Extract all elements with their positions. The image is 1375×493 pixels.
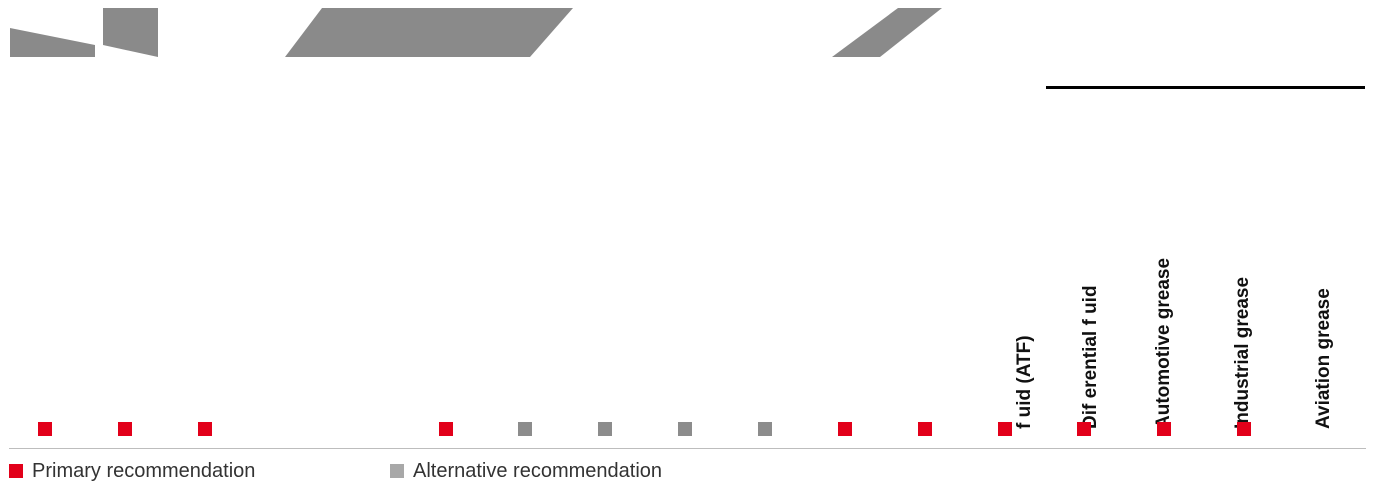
primary-marker-icon (118, 422, 132, 436)
primary-marker-icon (9, 464, 23, 478)
legend-alternative: Alternative recommendation (390, 458, 662, 484)
alternative-marker-icon (758, 422, 772, 436)
primary-marker-icon (998, 422, 1012, 436)
primary-marker-icon (1237, 422, 1251, 436)
header-rule (1046, 86, 1365, 89)
primary-marker-icon (198, 422, 212, 436)
legend-primary-label: Primary recommendation (32, 459, 256, 482)
alternative-marker-icon (390, 464, 404, 478)
column-header-label: Aviation grease (1313, 288, 1334, 429)
primary-marker-icon (439, 422, 453, 436)
column-header-label: Automotive grease (1153, 257, 1174, 429)
column-header-label: Industrial grease (1232, 276, 1253, 429)
column-header-aviation-grease: Aviation grease (1309, 288, 1339, 429)
alternative-marker-icon (678, 422, 692, 436)
header-shape-1 (10, 28, 95, 57)
cropped-header-graphic (10, 8, 942, 57)
primary-marker-icon (1157, 422, 1171, 436)
column-header-label: f uid (ATF) (1014, 335, 1035, 429)
legend-alternative-label: Alternative recommendation (413, 459, 663, 482)
primary-marker-icon (38, 422, 52, 436)
primary-marker-icon (1077, 422, 1091, 436)
alternative-marker-icon (518, 422, 532, 436)
column-header-label: Dif erential f uid (1080, 285, 1101, 429)
column-header-atf: f uid (ATF) (1010, 335, 1040, 429)
alternative-marker-icon (598, 422, 612, 436)
header-shape-3 (285, 8, 573, 57)
primary-marker-icon (838, 422, 852, 436)
header-shape-2 (103, 8, 158, 57)
table-divider (9, 448, 1366, 449)
primary-marker-icon (918, 422, 932, 436)
legend-primary: Primary recommendation (9, 458, 255, 484)
header-shape-4 (832, 8, 942, 57)
